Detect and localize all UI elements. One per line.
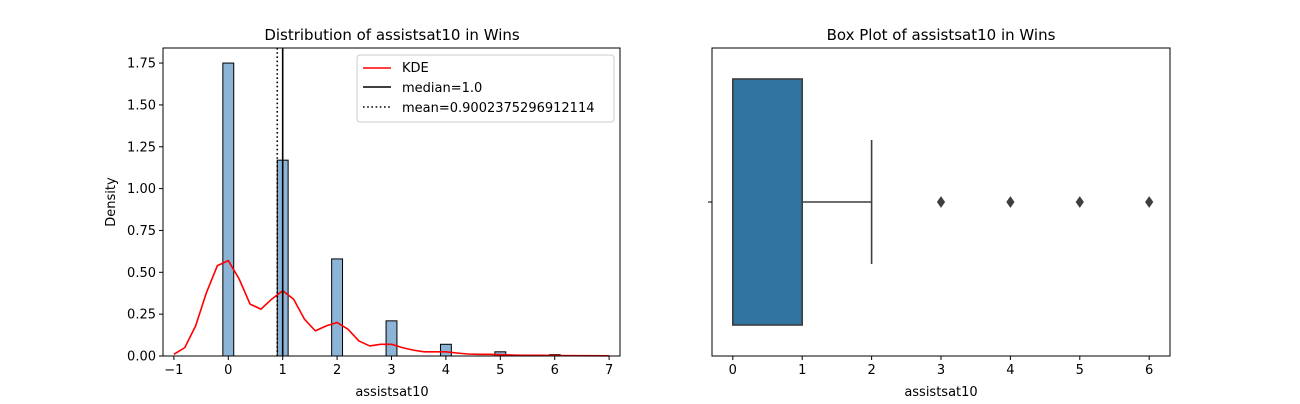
x-tick-label: 4 bbox=[1006, 363, 1014, 378]
box-outlier bbox=[1145, 196, 1154, 208]
y-tick-label: 1.50 bbox=[127, 98, 156, 113]
box-outlier bbox=[1075, 196, 1084, 208]
x-tick-label: 5 bbox=[496, 363, 504, 378]
histogram-y-axis-label: Density bbox=[104, 177, 119, 227]
histogram-title: Distribution of assistsat10 in Wins bbox=[264, 26, 520, 44]
x-tick-label: 1 bbox=[798, 363, 806, 378]
boxplot-x-ticks: 0 1 2 3 4 5 6 bbox=[729, 356, 1153, 378]
x-tick-label: 5 bbox=[1076, 363, 1084, 378]
x-tick-label: 6 bbox=[551, 363, 559, 378]
y-tick-label: 1.00 bbox=[127, 182, 156, 197]
x-tick-label: 6 bbox=[1145, 363, 1153, 378]
x-tick-label: 2 bbox=[333, 363, 341, 378]
x-tick-label: 0 bbox=[729, 363, 737, 378]
boxplot-plot-area bbox=[732, 78, 1154, 326]
y-tick-label: 0.25 bbox=[127, 308, 156, 323]
legend-kde-label: KDE bbox=[402, 61, 429, 76]
legend-box bbox=[356, 54, 615, 123]
x-tick-label: 0 bbox=[224, 363, 232, 378]
y-tick-label: 0.00 bbox=[127, 350, 156, 365]
boxplot-x-axis-label: assistsat10 bbox=[904, 385, 977, 400]
x-tick-label: 1 bbox=[279, 363, 287, 378]
y-tick-label: 0.50 bbox=[127, 266, 156, 281]
histogram-x-ticks: −1 0 1 2 3 4 5 6 7 bbox=[164, 356, 613, 378]
y-tick-label: 1.25 bbox=[127, 140, 156, 155]
x-tick-label: −1 bbox=[164, 363, 183, 378]
histogram-bar bbox=[385, 320, 398, 357]
histogram-bar bbox=[439, 343, 452, 357]
x-tick-label: 7 bbox=[605, 363, 613, 378]
boxplot-title: Box Plot of assistsat10 in Wins bbox=[827, 26, 1056, 44]
histogram-plot-area bbox=[173, 48, 610, 357]
histogram-x-axis-label: assistsat10 bbox=[355, 385, 428, 400]
histogram-bar bbox=[222, 62, 235, 357]
legend-mean-label: mean=0.9002375296912114 bbox=[402, 101, 595, 116]
legend-median-label: median=1.0 bbox=[402, 81, 482, 96]
y-tick-label: 0.75 bbox=[127, 224, 156, 239]
x-tick-label: 4 bbox=[442, 363, 450, 378]
box-iqr bbox=[732, 78, 804, 326]
kde-line bbox=[173, 259, 610, 357]
histogram-legend: KDE median=1.0 mean=0.9002375296912114 bbox=[356, 54, 615, 123]
histogram-panel: Distribution of assistsat10 in Wins −1 0 1… bbox=[104, 26, 621, 400]
y-tick-label: 1.75 bbox=[127, 57, 156, 72]
x-tick-label: 2 bbox=[867, 363, 875, 378]
box-outlier bbox=[936, 196, 946, 208]
histogram-y-ticks: 0.00 0.25 0.50 0.75 1.00 1.25 1.50 1.75 bbox=[127, 57, 163, 365]
histogram-bar bbox=[331, 258, 344, 357]
x-tick-label: 3 bbox=[387, 363, 395, 378]
x-tick-label: 3 bbox=[937, 363, 945, 378]
box-outlier bbox=[1006, 196, 1015, 208]
